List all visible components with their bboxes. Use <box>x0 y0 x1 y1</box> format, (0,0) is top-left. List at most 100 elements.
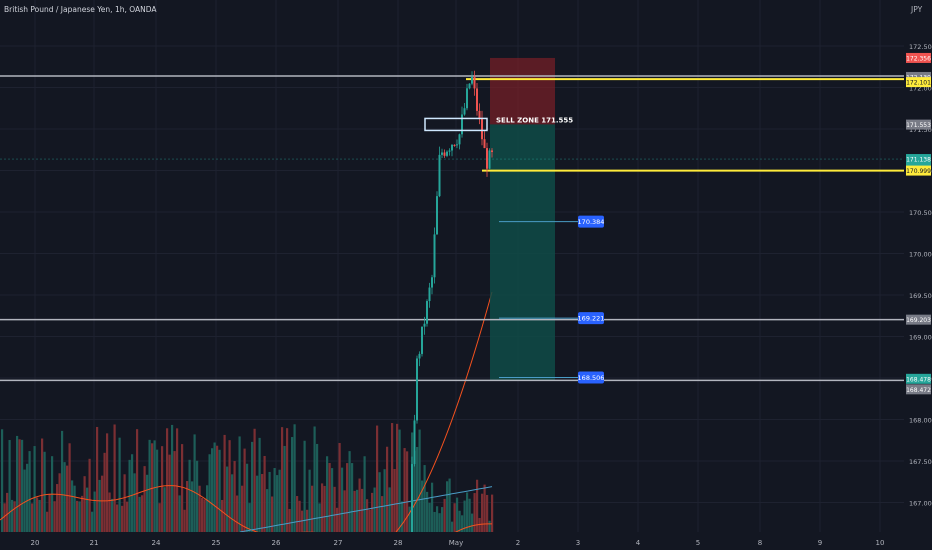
price-tick-label: 167.000 <box>909 500 932 508</box>
volume-bar-up <box>433 511 436 532</box>
volume-bar-up <box>446 481 449 532</box>
volume-bar-up <box>283 445 286 532</box>
volume-bar-down <box>253 428 256 532</box>
time-tick-label: 20 <box>31 539 40 547</box>
volume-bar-down <box>186 481 189 532</box>
volume-bar-up <box>438 513 441 532</box>
volume-bar-down <box>366 499 369 532</box>
volume-bar-down <box>41 438 44 532</box>
volume-bar-up <box>326 456 329 532</box>
volume-bar-up <box>313 426 316 532</box>
candle-up <box>451 144 453 151</box>
currency-label: JPY <box>910 5 923 14</box>
volume-bar-up <box>246 463 249 532</box>
sell-zone-label: SELL ZONE 171.555 <box>496 116 573 124</box>
volume-bar-up <box>428 502 431 532</box>
price-tick-label: 172.500 <box>909 43 932 51</box>
candle-up <box>418 353 421 359</box>
price-tick-label: 172.000 <box>909 85 932 93</box>
volume-bar-down <box>18 439 21 532</box>
time-tick-label: 4 <box>636 539 641 547</box>
volume-bar-down <box>46 511 49 532</box>
volume-bar-down <box>216 445 219 532</box>
volume-bar-up <box>211 448 214 532</box>
volume-bar-down <box>323 485 326 532</box>
volume-bar-down <box>478 517 481 532</box>
volume-bar-up <box>93 491 96 532</box>
volume-bar-down <box>53 501 56 532</box>
candle-up <box>436 196 438 235</box>
price-tag-box <box>906 71 931 82</box>
time-tick-label: 21 <box>90 539 99 547</box>
price-tag-label: 171.138 <box>906 157 931 164</box>
volume-bar-up <box>348 451 351 532</box>
volume-bar-up <box>111 498 114 532</box>
volume-bar-up <box>23 469 26 532</box>
volume-bar-up <box>488 520 491 532</box>
volume-bar-up <box>308 469 311 532</box>
volume-bar-up <box>398 429 401 532</box>
volume-bar-up <box>251 441 254 532</box>
time-tick-label: 9 <box>818 539 822 547</box>
volume-bar-up <box>226 466 229 532</box>
volume-bar-down <box>491 494 494 532</box>
price-tag-label: 172.356 <box>906 55 931 62</box>
volume-bar-down <box>203 499 206 532</box>
volume-bar-down <box>311 485 314 532</box>
volume-bar-up <box>471 513 474 532</box>
volume-bar-up <box>266 489 269 532</box>
volume-bar-up <box>273 468 276 532</box>
price-axis[interactable]: 172.500172.000171.500171.000170.500170.0… <box>904 0 932 532</box>
price-tag-box <box>906 384 931 395</box>
volume-bar-down <box>271 496 274 532</box>
volume-bar-up <box>231 474 234 532</box>
volume-bar-down <box>263 455 266 532</box>
volume-bar-down <box>486 494 489 532</box>
volume-bar-down <box>386 446 389 532</box>
time-axis[interactable]: 20 21 24 25 26 27 28 May 2 3 4 5 8 9 10 <box>0 532 932 550</box>
volume-bar-down <box>286 428 289 532</box>
volume-bar-down <box>473 493 476 532</box>
volume-bar-down <box>261 474 264 532</box>
candle-up <box>433 234 436 278</box>
volume-bar-down <box>483 484 486 532</box>
target-label-box <box>578 371 604 384</box>
price-tag-label: 170.999 <box>906 168 931 175</box>
volume-bar-down <box>143 466 146 532</box>
volume-bar-down <box>396 423 399 532</box>
price-tick-label: 168.000 <box>909 417 932 425</box>
volume-bar-up <box>421 480 424 532</box>
volume-bar-down <box>381 496 384 532</box>
volume-bar-up <box>413 450 416 532</box>
volume-bar-down <box>81 495 84 532</box>
price-tag-label: 168.472 <box>906 387 931 394</box>
volume-bar-down <box>481 493 484 532</box>
price-tick-label: 167.500 <box>909 458 932 466</box>
volume-bar-up <box>441 507 444 532</box>
time-tick-label: 2 <box>516 539 520 547</box>
volume-bar-up <box>431 482 434 532</box>
price-tag-label: 172.101 <box>906 80 931 87</box>
volume-bar-down <box>321 483 324 532</box>
volume-bar-down <box>403 448 406 532</box>
volume-bar-up <box>213 442 216 532</box>
candle-up <box>468 83 471 89</box>
volume-bar-down <box>3 503 6 532</box>
price-tick-label: 170.500 <box>909 209 932 217</box>
price-tag-label: 168.478 <box>906 376 931 383</box>
volume-bar-down <box>101 475 104 532</box>
take-profit-zone <box>490 124 555 380</box>
volume-bar-down <box>476 479 479 532</box>
volume-bar-down <box>56 484 59 532</box>
volume-bar-up <box>448 478 451 532</box>
volume-bar-up <box>206 485 209 532</box>
volume-bar-down <box>136 429 139 532</box>
volume-bar-down <box>406 451 409 532</box>
volume-bar-down <box>123 474 126 532</box>
volume-bar-up <box>408 506 411 532</box>
volume-bar-down <box>223 434 226 532</box>
volume-bar-down <box>198 485 201 532</box>
candle-down <box>486 148 488 169</box>
